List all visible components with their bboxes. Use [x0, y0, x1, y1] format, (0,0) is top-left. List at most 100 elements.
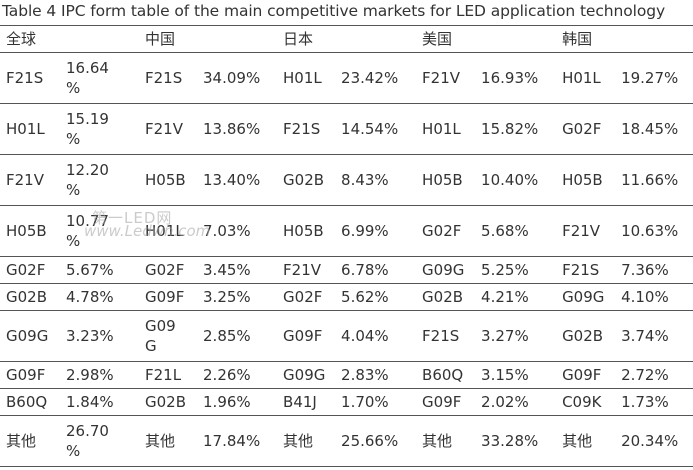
share-cell: 7.03% [201, 205, 278, 257]
share-cell: 25.66% [339, 415, 417, 467]
share-cell: 33.28% [479, 415, 557, 467]
share-cell: 3.15% [479, 361, 557, 389]
ipc-code-cell: C09K [556, 388, 620, 416]
ipc-code-cell: G02F [0, 256, 64, 284]
share-cell: 13.40% [201, 154, 278, 206]
share-cell: 20.34% [619, 415, 693, 467]
ipc-code-cell: H05B [277, 205, 340, 257]
share-cell: 4.10% [619, 283, 693, 311]
ipc-code-cell: G02F [277, 283, 340, 311]
ipc-code-cell: 其他 [277, 415, 340, 467]
ipc-code-cell: H01L [556, 52, 620, 104]
ipc-code-cell: F21S [556, 256, 620, 284]
ipc-code-cell: G09F [556, 361, 620, 389]
ipc-code-cell: G09F [277, 310, 340, 362]
ipc-code-cell: G09G [277, 361, 340, 389]
share-cell: 18.45% [619, 103, 693, 155]
ipc-code-cell: F21L [139, 361, 202, 389]
share-cell: 1.73% [619, 388, 693, 416]
ipc-code-cell: G02B [0, 283, 64, 311]
share-cell: 3.27% [479, 310, 557, 362]
table-row: G09F 2.98% F21L 2.26% G09G 2.83% B60Q 3.15% G09F… [0, 361, 693, 389]
ipc-market-table: 全球 中国 日本 美国 韩国 F21S 16.64% F21S 34.09% H01L 2… [0, 25, 693, 467]
ipc-code-cell: H05B [556, 154, 620, 206]
region-header: 全球 [0, 25, 140, 53]
ipc-code-cell: 其他 [139, 415, 202, 467]
ipc-code-cell: F21S [0, 52, 64, 104]
share-cell: 3.25% [201, 283, 278, 311]
table-row: 其他 26.70% 其他 17.84% 其他 25.66% 其他 33.28% 其他 20.34% [0, 415, 693, 467]
ipc-code-cell: B60Q [416, 361, 480, 389]
ipc-code-cell: B60Q [0, 388, 64, 416]
ipc-code-cell: F21S [277, 103, 340, 155]
share-cell: 13.86% [201, 103, 278, 155]
ipc-code-cell: F21S [416, 310, 480, 362]
share-cell: 17.84% [201, 415, 278, 467]
share-cell: 16.64% [64, 52, 140, 104]
ipc-code-cell: G09F [139, 283, 202, 311]
ipc-code-cell: H01L [139, 205, 202, 257]
ipc-code-cell: H01L [416, 103, 480, 155]
ipc-code-cell: 其他 [556, 415, 620, 467]
table-row: F21V 12.20% H05B 13.40% G02B 8.43% H05B 10.40% H… [0, 154, 693, 206]
share-cell: 16.93% [479, 52, 557, 104]
share-cell: 10.77% [64, 205, 140, 257]
share-cell: 2.02% [479, 388, 557, 416]
share-cell: 2.85% [201, 310, 278, 362]
share-cell: 34.09% [201, 52, 278, 104]
ipc-code-cell: G02B [139, 388, 202, 416]
ipc-code-cell: H05B [0, 205, 64, 257]
ipc-code-cell: H05B [139, 154, 202, 206]
share-cell: 8.43% [339, 154, 417, 206]
ipc-code-cell: H01L [277, 52, 340, 104]
ipc-code-cell: F21V [0, 154, 64, 206]
table-row: H01L 15.19% F21V 13.86% F21S 14.54% H01L 15.82%… [0, 103, 693, 155]
share-cell: 3.23% [64, 310, 140, 362]
ipc-code-cell: G02B [556, 310, 620, 362]
share-cell: 2.72% [619, 361, 693, 389]
ipc-code-cell: G09F [416, 388, 480, 416]
table-body: F21S 16.64% F21S 34.09% H01L 23.42% F21V 16.93%… [0, 52, 693, 467]
ipc-code-cell: G09F [0, 361, 64, 389]
share-cell: 1.84% [64, 388, 140, 416]
share-cell: 4.21% [479, 283, 557, 311]
region-header: 日本 [277, 25, 417, 53]
table-row: G02F 5.67% G02F 3.45% F21V 6.78% G09G 5.25% F21S… [0, 256, 693, 284]
share-cell: 4.04% [339, 310, 417, 362]
ipc-code-cell: B41J [277, 388, 340, 416]
ipc-code-cell: G09G [556, 283, 620, 311]
ipc-code-cell: F21V [277, 256, 340, 284]
share-cell: 6.99% [339, 205, 417, 257]
table-row: G09G 3.23% G09 G 2.85% G09F 4.04% F21S 3.27% G02B… [0, 310, 693, 362]
share-cell: 2.98% [64, 361, 140, 389]
share-cell: 11.66% [619, 154, 693, 206]
ipc-code-cell: G09G [416, 256, 480, 284]
ipc-code-cell: F21V [139, 103, 202, 155]
ipc-code-cell: F21S [139, 52, 202, 104]
share-cell: 5.67% [64, 256, 140, 284]
share-cell: 14.54% [339, 103, 417, 155]
ipc-code-cell: G02F [416, 205, 480, 257]
share-cell: 15.82% [479, 103, 557, 155]
table-row: H05B 10.77% H01L 7.03% H05B 6.99% G02F 5.68% F21… [0, 205, 693, 257]
header-row: 全球 中国 日本 美国 韩国 [0, 25, 693, 53]
share-cell: 5.25% [479, 256, 557, 284]
ipc-code-cell: F21V [556, 205, 620, 257]
region-header: 中国 [139, 25, 278, 53]
ipc-code-cell: G09G [0, 310, 64, 362]
share-cell: 1.70% [339, 388, 417, 416]
ipc-code-cell: G02B [277, 154, 340, 206]
share-cell: 4.78% [64, 283, 140, 311]
region-header: 韩国 [556, 25, 693, 53]
share-cell: 15.19% [64, 103, 140, 155]
ipc-code-cell: G02F [139, 256, 202, 284]
table-row: G02B 4.78% G09F 3.25% G02F 5.62% G02B 4.21% G09G… [0, 283, 693, 311]
table-caption: Table 4 IPC form table of the main compe… [2, 2, 666, 20]
ipc-code-cell: H01L [0, 103, 64, 155]
share-cell: 3.45% [201, 256, 278, 284]
share-cell: 26.70% [64, 415, 140, 467]
share-cell: 5.62% [339, 283, 417, 311]
share-cell: 10.40% [479, 154, 557, 206]
ipc-code-cell: H05B [416, 154, 480, 206]
